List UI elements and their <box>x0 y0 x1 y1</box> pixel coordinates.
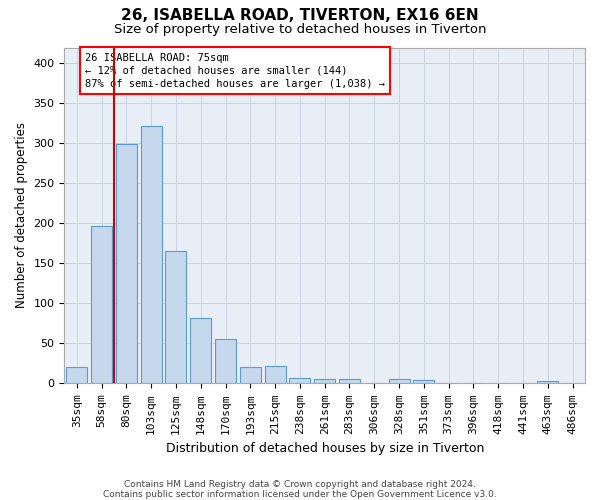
Bar <box>116 144 137 384</box>
Y-axis label: Number of detached properties: Number of detached properties <box>15 122 28 308</box>
Bar <box>190 318 211 384</box>
Bar <box>289 378 310 384</box>
Bar <box>66 368 88 384</box>
Bar <box>215 338 236 384</box>
Bar <box>537 381 559 384</box>
Text: Size of property relative to detached houses in Tiverton: Size of property relative to detached ho… <box>114 22 486 36</box>
Bar <box>314 378 335 384</box>
Text: 26 ISABELLA ROAD: 75sqm
← 12% of detached houses are smaller (144)
87% of semi-d: 26 ISABELLA ROAD: 75sqm ← 12% of detache… <box>85 52 385 89</box>
Bar <box>389 380 410 384</box>
Text: 26, ISABELLA ROAD, TIVERTON, EX16 6EN: 26, ISABELLA ROAD, TIVERTON, EX16 6EN <box>121 8 479 22</box>
X-axis label: Distribution of detached houses by size in Tiverton: Distribution of detached houses by size … <box>166 442 484 455</box>
Bar <box>413 380 434 384</box>
Bar <box>339 378 360 384</box>
Bar <box>140 126 162 384</box>
Bar <box>265 366 286 384</box>
Bar <box>91 226 112 384</box>
Bar <box>240 366 261 384</box>
Text: Contains HM Land Registry data © Crown copyright and database right 2024.
Contai: Contains HM Land Registry data © Crown c… <box>103 480 497 499</box>
Bar <box>166 252 187 384</box>
